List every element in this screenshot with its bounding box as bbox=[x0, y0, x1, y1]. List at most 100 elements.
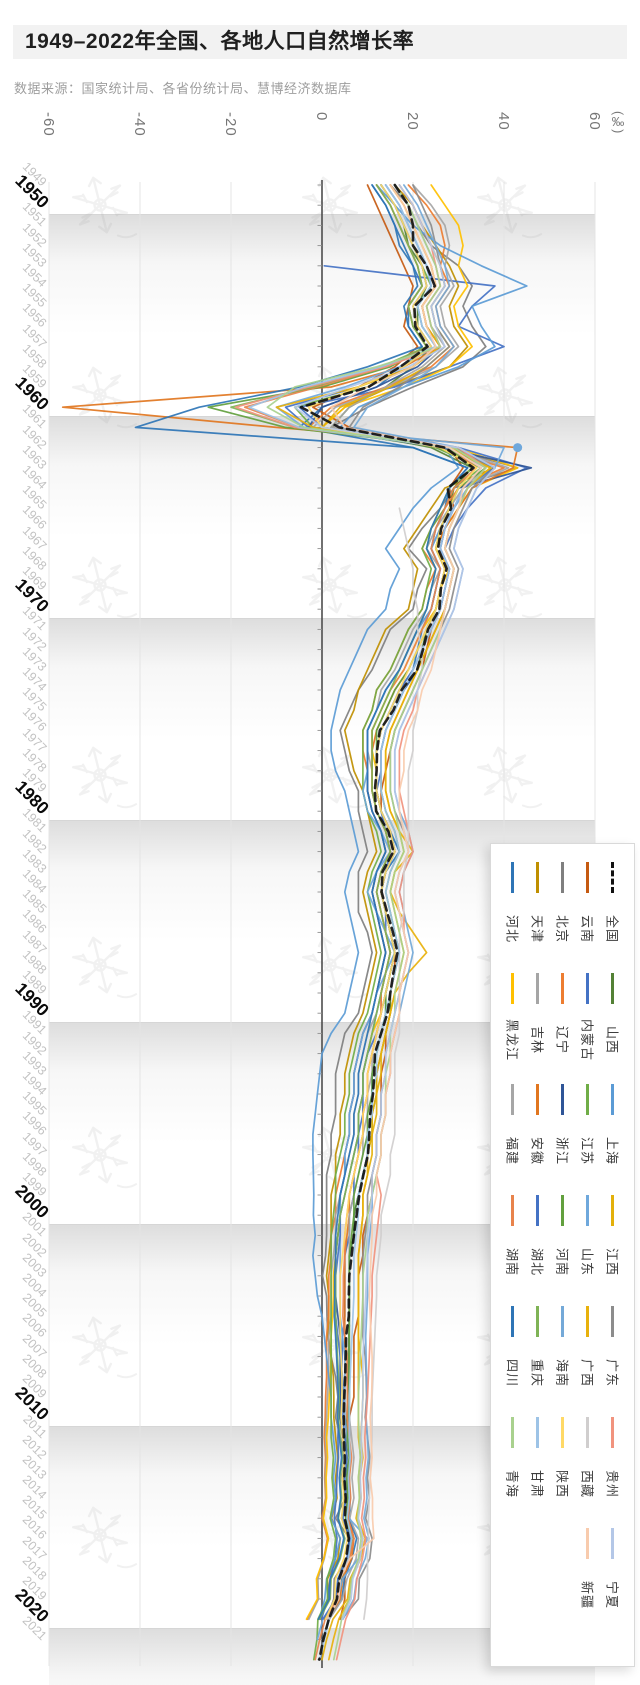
legend-item-label: 青海 bbox=[504, 1469, 519, 1499]
legend-item-label: 湖南 bbox=[504, 1247, 519, 1277]
legend-item-label: 陕西 bbox=[554, 1469, 569, 1499]
legend-line-sample bbox=[586, 1417, 589, 1448]
series-line-青海 bbox=[266, 184, 487, 1661]
legend-item-label: 河南 bbox=[554, 1247, 569, 1277]
series-line-西藏 bbox=[363, 507, 423, 1621]
legend-line-sample bbox=[536, 973, 539, 1004]
legend-item-云南: 云南 bbox=[575, 862, 600, 962]
legend-item-label: 天津 bbox=[529, 914, 544, 944]
legend-line-sample bbox=[561, 1195, 564, 1226]
legend-line-sample bbox=[611, 1417, 614, 1448]
legend-item-label: 山西 bbox=[604, 1025, 619, 1055]
legend-item-重庆: 重庆 bbox=[525, 1306, 550, 1406]
axis-unit-label: (‰) bbox=[611, 111, 625, 134]
legend-item-label: 上海 bbox=[604, 1136, 619, 1166]
legend-item-label: 福建 bbox=[504, 1136, 519, 1166]
highlight-marker bbox=[513, 443, 523, 453]
legend-line-sample bbox=[586, 1084, 589, 1115]
series-line-安徽 bbox=[61, 184, 519, 1621]
watermark-snowflake-icon bbox=[473, 549, 543, 629]
legend-item-label: 云南 bbox=[579, 914, 594, 944]
watermark-snowflake-icon bbox=[68, 1499, 138, 1579]
legend-item-贵州: 贵州 bbox=[600, 1417, 625, 1517]
series-lines bbox=[61, 183, 533, 1661]
legend-item-天津: 天津 bbox=[525, 862, 550, 962]
legend-group: 广东 广西 海南 重庆 四川 bbox=[500, 1306, 625, 1406]
legend-line-sample bbox=[586, 862, 589, 893]
legend-line-sample bbox=[561, 1306, 564, 1337]
legend: 全国 云南 北京 天津 河北 山西 内蒙古 辽宁 吉林 黑龙江 上海 江苏 浙江 安徽 福建 江西 山东 河南 湖北… bbox=[490, 843, 635, 1667]
legend-line-sample bbox=[611, 1195, 614, 1226]
legend-item-label: 山东 bbox=[579, 1247, 594, 1277]
legend-item-label: 湖北 bbox=[529, 1247, 544, 1277]
legend-item-山东: 山东 bbox=[575, 1195, 600, 1295]
series-line-陕西 bbox=[307, 184, 478, 1621]
legend-item-江苏: 江苏 bbox=[575, 1084, 600, 1184]
axis-value-label: 60 bbox=[586, 112, 603, 131]
highlight-dot bbox=[513, 443, 523, 453]
legend-item-label: 海南 bbox=[554, 1358, 569, 1388]
legend-item-上海: 上海 bbox=[600, 1084, 625, 1184]
watermark-snowflake-icon bbox=[68, 1119, 138, 1199]
legend-line-sample bbox=[561, 1084, 564, 1115]
legend-item-label: 浙江 bbox=[554, 1136, 569, 1166]
legend-line-sample bbox=[586, 1195, 589, 1226]
legend-item-label: 全国 bbox=[604, 914, 619, 944]
legend-item-label: 西藏 bbox=[579, 1469, 594, 1499]
series-line-全国 bbox=[299, 183, 475, 1661]
legend-item-吉林: 吉林 bbox=[525, 973, 550, 1073]
legend-item-湖南: 湖南 bbox=[500, 1195, 525, 1295]
watermark-snowflake-icon bbox=[68, 1309, 138, 1389]
legend-line-sample bbox=[536, 1306, 539, 1337]
legend-line-sample bbox=[611, 973, 614, 1004]
legend-item-内蒙古: 内蒙古 bbox=[575, 973, 600, 1073]
watermark-snowflake-icon bbox=[473, 359, 543, 439]
legend-line-sample bbox=[536, 862, 539, 893]
watermark-snowflake-icon bbox=[68, 359, 138, 439]
legend-item-河南: 河南 bbox=[550, 1195, 575, 1295]
legend-line-sample bbox=[611, 1528, 614, 1559]
legend-line-sample bbox=[511, 1417, 514, 1448]
legend-item-label: 吉林 bbox=[529, 1025, 544, 1055]
legend-item-浙江: 浙江 bbox=[550, 1084, 575, 1184]
legend-item-label: 甘肃 bbox=[529, 1469, 544, 1499]
legend-item-甘肃: 甘肃 bbox=[525, 1417, 550, 1517]
legend-item-label: 宁夏 bbox=[604, 1580, 619, 1610]
legend-line-sample bbox=[586, 1306, 589, 1337]
title-bar: 1949–2022年全国、各地人口自然增长率 bbox=[13, 25, 627, 59]
legend-item-label: 安徽 bbox=[529, 1136, 544, 1166]
axis-value-label: -20 bbox=[222, 112, 239, 137]
legend-item-福建: 福建 bbox=[500, 1084, 525, 1184]
legend-item-label: 黑龙江 bbox=[504, 1018, 519, 1062]
page-title: 1949–2022年全国、各地人口自然增长率 bbox=[25, 30, 415, 53]
legend-line-sample bbox=[561, 862, 564, 893]
legend-line-sample bbox=[511, 1084, 514, 1115]
legend-item-西藏: 西藏 bbox=[575, 1417, 600, 1517]
legend-line-sample bbox=[511, 973, 514, 1004]
legend-item-河北: 河北 bbox=[500, 862, 525, 962]
legend-line-sample bbox=[586, 1528, 589, 1559]
legend-item-label: 贵州 bbox=[604, 1469, 619, 1499]
axis-value-label: -60 bbox=[40, 112, 57, 137]
legend-group: 贵州 西藏 陕西 甘肃 青海 bbox=[500, 1417, 625, 1517]
watermark-snowflake-icon bbox=[68, 169, 138, 249]
legend-item-青海: 青海 bbox=[500, 1417, 525, 1517]
legend-item-海南: 海南 bbox=[550, 1306, 575, 1406]
legend-item-label: 河北 bbox=[504, 914, 519, 944]
series-line-湖北 bbox=[284, 184, 496, 1621]
legend-item-广西: 广西 bbox=[575, 1306, 600, 1406]
legend-line-sample bbox=[536, 1195, 539, 1226]
legend-line-sample bbox=[611, 1084, 614, 1115]
legend-line-sample bbox=[511, 862, 514, 893]
legend-item-label: 江西 bbox=[604, 1247, 619, 1277]
legend-group: 江西 山东 河南 湖北 湖南 bbox=[500, 1195, 625, 1295]
legend-item-label: 重庆 bbox=[529, 1358, 544, 1388]
legend-line-sample bbox=[561, 1417, 564, 1448]
legend-item-全国: 全国 bbox=[600, 862, 625, 962]
legend-item-江西: 江西 bbox=[600, 1195, 625, 1295]
legend-line-sample bbox=[511, 1306, 514, 1337]
legend-item-新疆: 新疆 bbox=[575, 1528, 600, 1628]
watermark-snowflake-icon bbox=[298, 739, 368, 819]
watermark-snowflake-icon bbox=[473, 739, 543, 819]
